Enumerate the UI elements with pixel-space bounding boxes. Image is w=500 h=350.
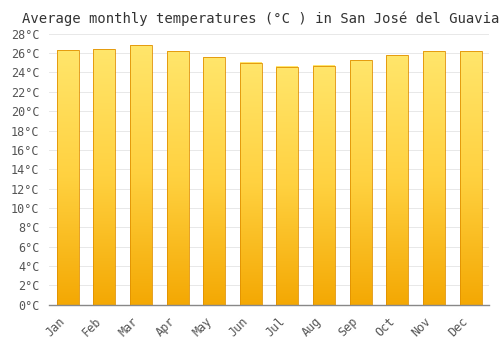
Title: Average monthly temperatures (°C ) in San José del Guaviare: Average monthly temperatures (°C ) in Sa…	[22, 11, 500, 26]
